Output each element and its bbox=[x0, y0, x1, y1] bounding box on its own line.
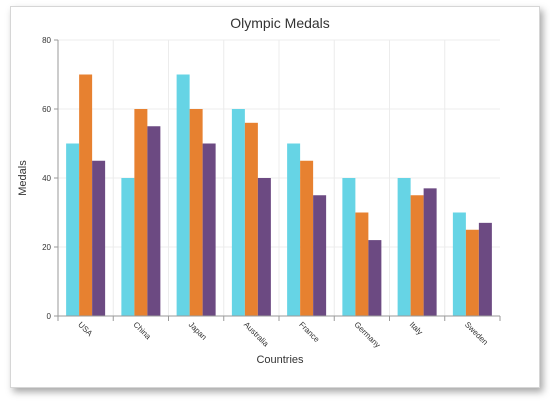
bar-france-series-2 bbox=[300, 160, 314, 316]
bar-italy-series-1 bbox=[397, 178, 411, 316]
x-tick-label: USA bbox=[76, 320, 94, 338]
x-axis-title: Countries bbox=[256, 354, 304, 366]
bar-sweden-series-2 bbox=[465, 229, 479, 316]
x-tick-label: Japan bbox=[187, 320, 209, 342]
x-tick-label: France bbox=[297, 320, 321, 344]
bar-china-series-1 bbox=[121, 178, 135, 316]
x-tick-label: Germany bbox=[352, 320, 382, 350]
x-tick-label: China bbox=[131, 320, 153, 342]
bar-japan-series-2 bbox=[189, 109, 203, 316]
x-tick-label: Italy bbox=[408, 320, 425, 337]
bar-usa-series-2 bbox=[79, 74, 93, 316]
bar-china-series-3 bbox=[147, 126, 161, 316]
bar-usa-series-3 bbox=[92, 160, 106, 316]
y-tick-label: 0 bbox=[47, 312, 52, 321]
bar-germany-series-2 bbox=[355, 212, 369, 316]
bar-australia-series-3 bbox=[257, 178, 271, 316]
bar-italy-series-2 bbox=[410, 195, 424, 316]
bar-layer bbox=[66, 74, 492, 316]
bar-sweden-series-3 bbox=[478, 222, 492, 316]
bar-china-series-2 bbox=[134, 109, 148, 316]
y-tick-label: 80 bbox=[42, 36, 51, 45]
y-tick-label: 40 bbox=[42, 174, 51, 183]
y-axis-title: Medals bbox=[17, 160, 29, 196]
x-tick-label: Australia bbox=[242, 320, 271, 349]
bar-italy-series-3 bbox=[423, 188, 437, 316]
bar-germany-series-1 bbox=[342, 178, 356, 316]
bar-japan-series-1 bbox=[176, 74, 190, 316]
y-tick-label: 20 bbox=[42, 243, 51, 252]
y-tick-label: 60 bbox=[42, 105, 51, 114]
bar-sweden-series-1 bbox=[452, 212, 466, 316]
bar-usa-series-1 bbox=[66, 143, 80, 316]
bar-france-series-3 bbox=[313, 195, 327, 316]
bar-france-series-1 bbox=[287, 143, 301, 316]
bar-germany-series-3 bbox=[368, 240, 382, 316]
bar-australia-series-1 bbox=[231, 109, 245, 316]
bar-japan-series-3 bbox=[202, 143, 216, 316]
x-tick-label: Sweden bbox=[463, 320, 490, 347]
bar-australia-series-2 bbox=[244, 122, 258, 316]
chart-title: Olympic Medals bbox=[230, 15, 330, 31]
